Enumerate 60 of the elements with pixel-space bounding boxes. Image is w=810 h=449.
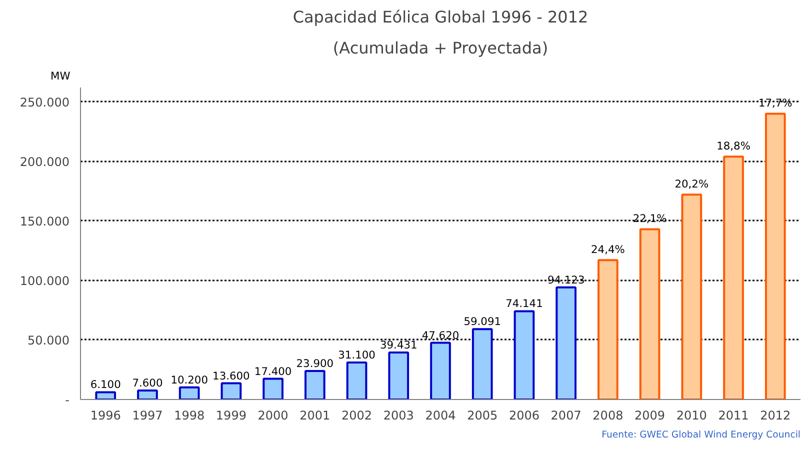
x-tick-label: 2011 bbox=[718, 408, 749, 422]
x-tick-label: 2002 bbox=[342, 408, 372, 422]
y-tick-label: 100.000 bbox=[20, 274, 70, 288]
data-label: 23.900 bbox=[296, 357, 334, 370]
data-label: 7.600 bbox=[132, 376, 163, 390]
y-tick-label: 50.000 bbox=[28, 333, 70, 348]
y-axis-title: MW bbox=[50, 70, 71, 82]
y-tick-label: 200.000 bbox=[20, 154, 70, 169]
data-label: 74.141 bbox=[506, 297, 543, 310]
bar bbox=[430, 342, 451, 400]
bar bbox=[346, 361, 368, 400]
y-tick-label: - bbox=[65, 393, 70, 407]
annotation: 20,2% bbox=[674, 178, 709, 191]
data-label: 31.100 bbox=[338, 348, 376, 362]
data-label: 10.200 bbox=[170, 373, 208, 386]
y-tick-label: 150.000 bbox=[20, 214, 70, 228]
x-tick-label: 1999 bbox=[216, 408, 246, 422]
x-tick-label: 2001 bbox=[300, 408, 330, 422]
x-tick-label: 2012 bbox=[760, 408, 791, 422]
data-label: 94.123 bbox=[547, 273, 585, 286]
x-tick-label: 2009 bbox=[634, 408, 666, 422]
bar bbox=[723, 156, 744, 400]
bar bbox=[598, 259, 618, 400]
data-label: 17.400 bbox=[254, 364, 292, 378]
bar bbox=[304, 370, 326, 400]
x-tick-label: 2004 bbox=[425, 408, 456, 422]
bar bbox=[178, 386, 200, 400]
y-tick-label: 250.000 bbox=[20, 95, 70, 110]
chart-title: Capacidad Eólica Global 1996 - 2012 bbox=[292, 8, 588, 26]
annotation: 22,1% bbox=[632, 212, 667, 226]
bar bbox=[681, 194, 702, 400]
x-tick-label: 1997 bbox=[132, 408, 163, 422]
x-tick-label: 2008 bbox=[592, 408, 624, 422]
bar bbox=[764, 112, 786, 400]
x-tick-label: 2005 bbox=[467, 408, 498, 422]
bar bbox=[137, 389, 158, 400]
data-label: 13.600 bbox=[212, 369, 250, 382]
chart-subtitle: (Acumulada + Proyectada) bbox=[332, 38, 548, 58]
bar bbox=[95, 391, 116, 400]
bar bbox=[556, 286, 576, 400]
data-label: 39.431 bbox=[380, 338, 418, 352]
x-tick-label: 2006 bbox=[508, 408, 540, 422]
data-label: 47.620 bbox=[422, 328, 460, 342]
bar bbox=[472, 328, 493, 400]
x-tick-label: 1998 bbox=[174, 408, 205, 422]
annotation: 18,8% bbox=[716, 140, 750, 153]
x-tick-label: 2010 bbox=[676, 408, 707, 422]
source-note: Fuente: GWEC Global Wind Energy Council bbox=[602, 430, 801, 440]
data-label: 59.091 bbox=[464, 315, 502, 328]
bar bbox=[262, 378, 284, 400]
bar bbox=[639, 228, 660, 400]
x-tick-label: 2003 bbox=[383, 408, 414, 422]
x-tick-label: 2000 bbox=[258, 408, 288, 422]
x-tick-label: 1996 bbox=[90, 408, 121, 422]
x-tick-label: 2007 bbox=[550, 408, 582, 422]
bar bbox=[220, 382, 242, 400]
bar bbox=[514, 310, 535, 400]
annotation: 24,4% bbox=[591, 243, 625, 256]
bar bbox=[388, 352, 410, 400]
data-label: 6.100 bbox=[90, 378, 122, 392]
